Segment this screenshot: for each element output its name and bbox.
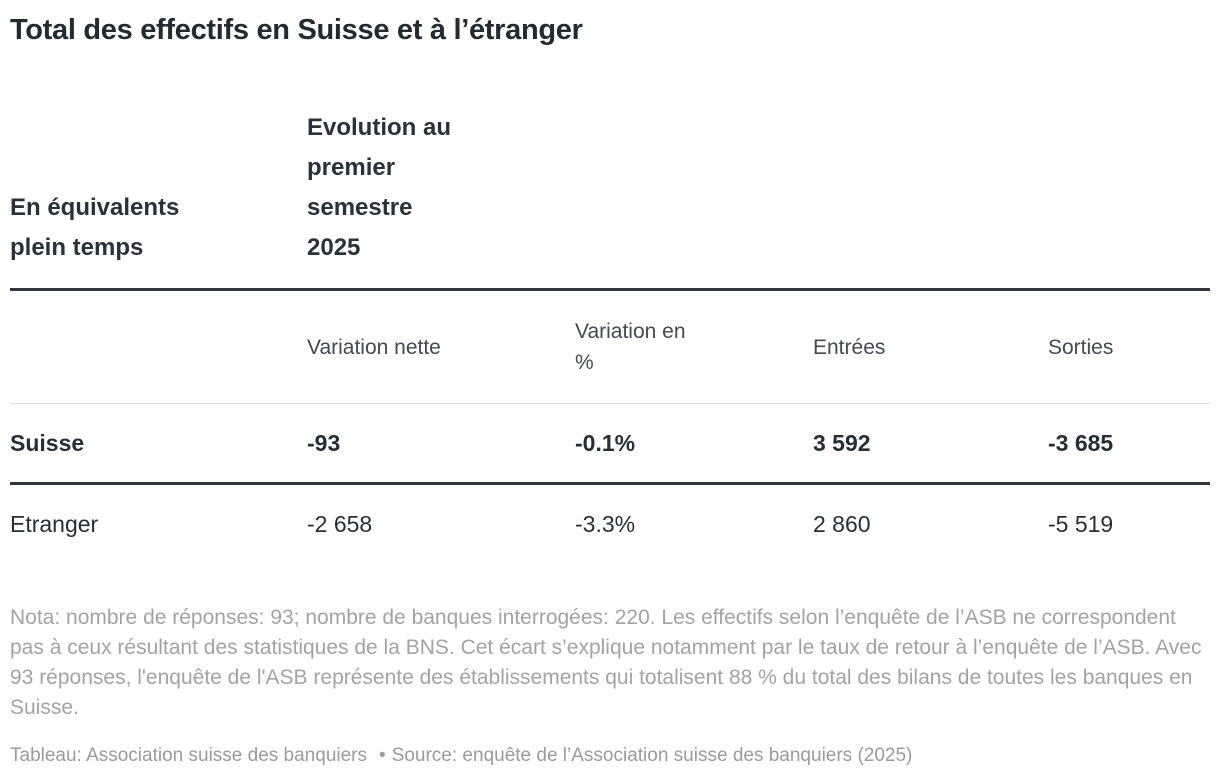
cell-variation-nette: -2 658	[307, 510, 373, 537]
column-header-variation-nette: Variation nette	[307, 289, 575, 404]
table-header-row: En équivalents plein temps Evolution au …	[10, 108, 1210, 291]
attribution-source: Source: enquête de l’Association suisse …	[391, 745, 913, 766]
column-header-sorties: Sorties	[1048, 289, 1210, 404]
column-header-variation-pct: Variation en %	[575, 289, 813, 404]
page-title: Total des effectifs en Suisse et à l’étr…	[10, 14, 583, 46]
attribution-line: Tableau: Association suisse des banquier…	[10, 744, 1210, 767]
attribution-tableau: Tableau: Association suisse des banquier…	[10, 745, 368, 766]
cell-entrees: 2 860	[813, 510, 871, 537]
group-header-spacer	[575, 108, 813, 291]
table-note: Nota: nombre de réponses: 93; nombre de …	[10, 606, 1202, 719]
cell-variation-pct: -0.1%	[575, 403, 813, 485]
group-header: Evolution au premier semestre 2025	[307, 108, 575, 291]
row-header-label: En équivalents plein temps	[10, 108, 307, 291]
table-row-suisse: Suisse -93 -0.1% 3 592 -3 685	[10, 403, 1210, 485]
row-label: Suisse	[10, 403, 307, 485]
cell-entrees: 3 592	[813, 403, 1048, 485]
row-label: Etranger	[10, 510, 99, 537]
cell-sorties: -3 685	[1048, 403, 1210, 485]
bullet-separator: •	[379, 745, 386, 766]
group-header-spacer	[813, 108, 1048, 291]
group-header-spacer	[1048, 108, 1210, 291]
column-header-entrees: Entrées	[813, 289, 1048, 404]
data-table: En équivalents plein temps Evolution au …	[10, 108, 1210, 563]
cell-sorties: -5 519	[1048, 510, 1114, 537]
cell-variation-pct: -3.3%	[575, 510, 636, 537]
cell-variation-nette: -93	[307, 403, 575, 485]
table-row-etranger: Etranger -2 658 -3.3% 2 860 -5 519	[10, 484, 1210, 564]
table-subheader-row: Variation nette Variation en % Entrées S…	[10, 289, 1210, 404]
subheader-empty-cell	[10, 289, 307, 404]
